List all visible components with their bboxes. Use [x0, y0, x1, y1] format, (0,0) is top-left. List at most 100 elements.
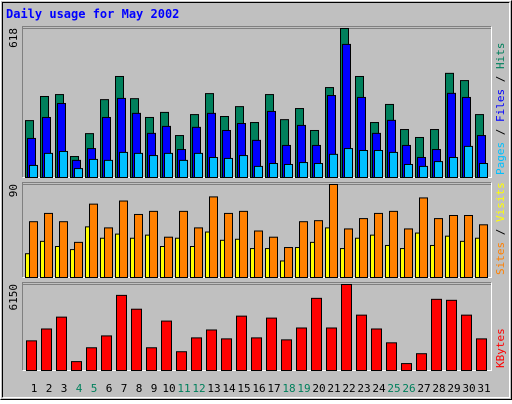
bar	[389, 151, 398, 179]
bar	[224, 212, 233, 278]
bar	[344, 148, 353, 179]
bar	[209, 156, 218, 179]
legend-entry: Files	[494, 89, 507, 122]
bar	[86, 347, 97, 372]
bar	[149, 210, 158, 278]
bar	[284, 163, 293, 178]
x-tick-label: 15	[237, 382, 250, 395]
x-tick-label: 31	[477, 382, 490, 395]
bar	[104, 227, 113, 278]
bar	[74, 241, 83, 279]
y-tick-label: 90	[7, 184, 20, 197]
x-tick-label: 18	[282, 382, 295, 395]
bar	[386, 342, 397, 371]
bar	[446, 299, 457, 371]
bar	[89, 158, 98, 179]
bar	[479, 163, 488, 178]
x-tick-label: 28	[432, 382, 445, 395]
bar	[254, 230, 263, 278]
x-tick-label: 19	[297, 382, 310, 395]
bar	[179, 210, 188, 278]
bar	[269, 163, 278, 178]
legend-entry: Visits	[494, 182, 507, 222]
bar	[74, 168, 83, 178]
chart-title: Daily usage for May 2002	[6, 7, 179, 21]
bar	[164, 152, 173, 179]
legend-entry: Pages	[494, 142, 507, 175]
bar	[44, 152, 53, 179]
x-tick-label: 8	[136, 382, 143, 395]
bar	[44, 212, 53, 278]
bar	[194, 152, 203, 179]
bar	[434, 218, 443, 279]
bar	[314, 163, 323, 178]
bar	[314, 220, 323, 279]
bar	[296, 327, 307, 372]
bar	[59, 221, 68, 278]
x-tick-label: 23	[357, 382, 370, 395]
bar	[29, 164, 38, 178]
bar	[224, 157, 233, 179]
bar	[149, 155, 158, 179]
x-tick-label: 6	[106, 382, 113, 395]
bar	[269, 236, 278, 278]
bar	[329, 153, 338, 179]
bar	[299, 162, 308, 178]
bar	[341, 284, 352, 371]
bar	[176, 351, 187, 372]
x-tick-label: 26	[402, 382, 415, 395]
legend-entry: Hits	[494, 43, 507, 70]
bar	[119, 200, 128, 279]
x-tick-label: 9	[151, 382, 158, 395]
bar	[401, 363, 412, 371]
x-tick-label: 5	[91, 382, 98, 395]
bar	[476, 338, 487, 371]
bar	[326, 327, 337, 372]
bar	[374, 212, 383, 278]
x-tick-label: 29	[447, 382, 460, 395]
bar	[344, 228, 353, 278]
bar	[104, 159, 113, 179]
x-tick-label: 25	[387, 382, 400, 395]
bar	[179, 159, 188, 179]
bar	[329, 184, 338, 278]
bar	[284, 247, 293, 279]
frame-inner-light	[2, 2, 510, 398]
bar	[461, 314, 472, 371]
bar	[134, 213, 143, 278]
bar	[56, 316, 67, 371]
bar	[449, 215, 458, 278]
bar	[26, 340, 37, 371]
x-tick-label: 16	[252, 382, 265, 395]
bar	[236, 315, 247, 372]
bar	[194, 227, 203, 278]
legend-entry: Sites	[494, 242, 507, 275]
x-tick-label: 13	[207, 382, 220, 395]
bar	[161, 320, 172, 371]
bar	[116, 294, 127, 372]
bar	[299, 221, 308, 278]
bar	[209, 196, 218, 278]
x-tick-label: 11	[177, 382, 190, 395]
x-tick-label: 12	[192, 382, 205, 395]
bar	[239, 155, 248, 179]
x-tick-label: 3	[61, 382, 68, 395]
x-tick-label: 1	[31, 382, 38, 395]
bar	[371, 328, 382, 371]
legend: KBytes	[494, 328, 507, 368]
bar	[59, 150, 68, 179]
x-tick-label: 20	[312, 382, 325, 395]
bar	[131, 308, 142, 371]
x-tick-label: 27	[417, 382, 430, 395]
bar	[164, 236, 173, 278]
x-tick-label: 2	[46, 382, 53, 395]
bar	[374, 149, 383, 179]
bar	[119, 151, 128, 179]
x-tick-label: 21	[327, 382, 340, 395]
bar	[479, 224, 488, 279]
bar	[389, 210, 398, 278]
bar	[29, 221, 38, 278]
bar	[404, 228, 413, 278]
bar	[464, 145, 473, 178]
